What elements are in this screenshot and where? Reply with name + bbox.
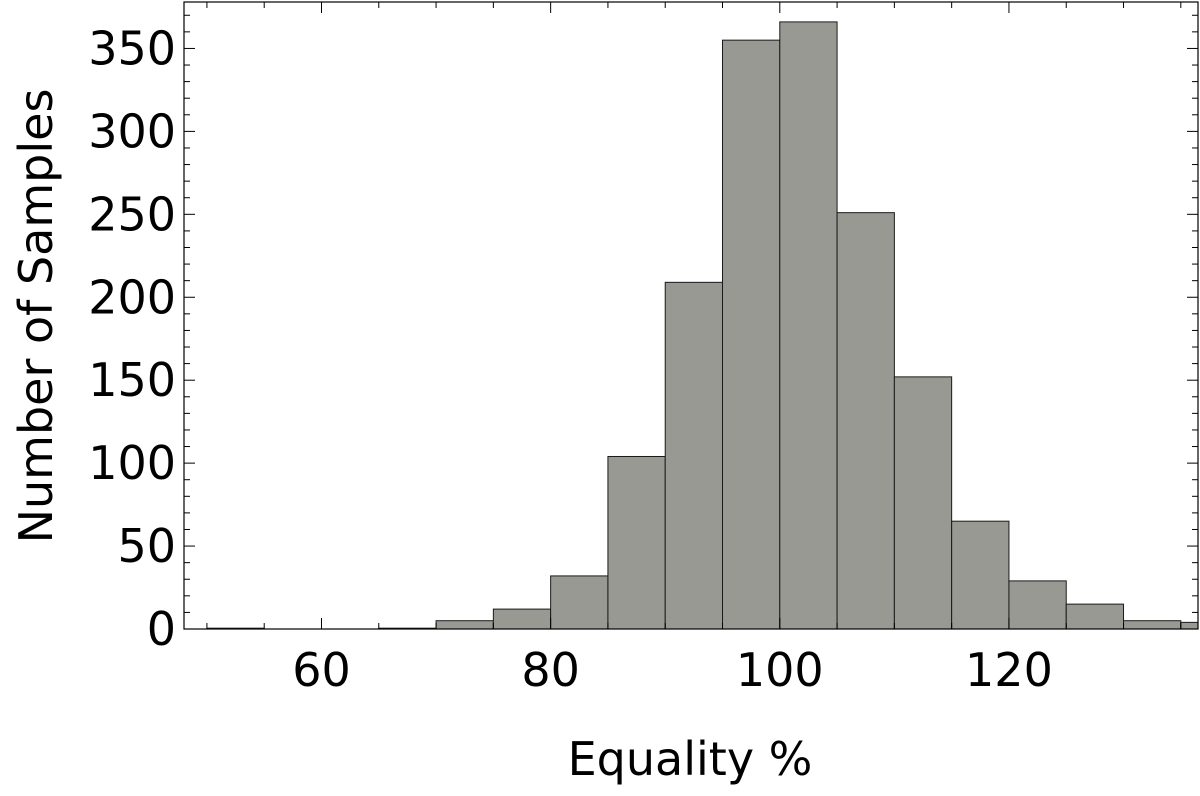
y-tick-label: 50 bbox=[117, 519, 176, 573]
histogram-bar bbox=[550, 575, 609, 630]
histogram-bar bbox=[1180, 621, 1199, 630]
x-tick-label: 100 bbox=[736, 643, 824, 697]
histogram-bar bbox=[951, 520, 1010, 630]
histogram-bar bbox=[664, 281, 724, 630]
y-tick-label: 0 bbox=[147, 602, 176, 656]
histogram-bar bbox=[836, 212, 895, 630]
histogram-bar bbox=[607, 455, 666, 630]
x-axis-label: Equality % bbox=[568, 732, 813, 786]
bars-group bbox=[206, 21, 1199, 630]
ticks-group bbox=[184, 2, 1198, 630]
y-tick-label: 350 bbox=[88, 21, 176, 75]
histogram-bar bbox=[1008, 580, 1067, 630]
y-tick-label: 250 bbox=[88, 187, 176, 241]
x-tick-label: 60 bbox=[292, 643, 351, 697]
histogram-bar bbox=[1065, 603, 1125, 630]
histogram-bar bbox=[492, 608, 552, 630]
y-axis-label: Number of Samples bbox=[9, 89, 63, 544]
y-tick-label: 300 bbox=[88, 104, 176, 158]
x-tick-label: 80 bbox=[521, 643, 580, 697]
tick-labels-group: 60 80 100 120 0 50 100 150 200 250 300 350 bbox=[88, 21, 1053, 697]
histogram-bar bbox=[893, 376, 953, 630]
y-tick-label: 150 bbox=[88, 353, 176, 407]
y-tick-label: 200 bbox=[88, 270, 176, 324]
x-tick-label: 120 bbox=[965, 643, 1053, 697]
histogram-bar bbox=[1123, 620, 1182, 630]
histogram-bar bbox=[435, 620, 494, 630]
y-tick-label: 100 bbox=[88, 436, 176, 490]
plot-frame bbox=[183, 1, 1199, 630]
histogram-bar bbox=[722, 39, 781, 630]
histogram-bar bbox=[779, 21, 838, 630]
